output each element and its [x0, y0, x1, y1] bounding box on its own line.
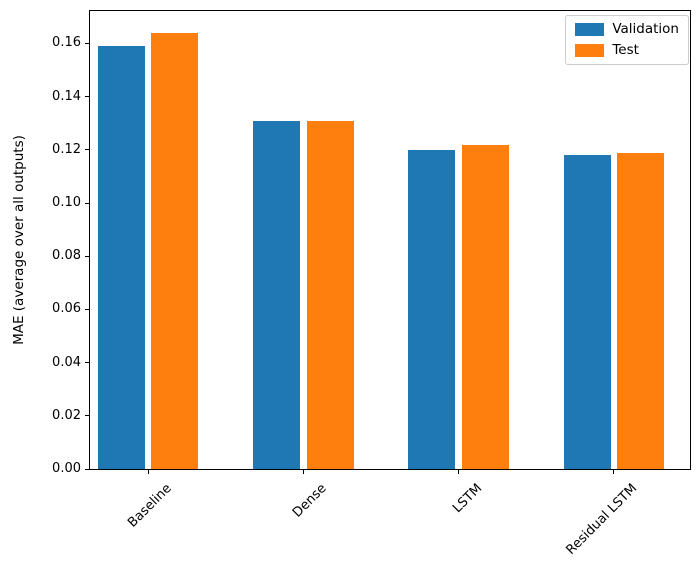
legend: Validation Test	[565, 15, 689, 65]
y-tick-mark	[85, 42, 89, 44]
bar-validation-baseline	[97, 46, 145, 469]
bar-test-baseline	[151, 32, 199, 469]
y-tick-mark	[85, 468, 89, 470]
legend-swatch-icon	[575, 23, 605, 36]
x-tick-label-dense: Dense	[290, 481, 330, 521]
bar-validation-dense	[253, 120, 301, 469]
y-tick-mark	[85, 202, 89, 204]
x-tick-mark	[458, 470, 460, 474]
legend-row-validation: Validation	[575, 22, 679, 37]
bar-validation-lstm	[408, 149, 456, 469]
legend-swatch-icon	[575, 44, 605, 57]
x-tick-mark	[613, 470, 615, 474]
y-tick-label: 0.12	[52, 141, 81, 157]
x-tick-mark	[147, 470, 149, 474]
legend-label: Test	[612, 42, 639, 58]
y-tick-label: 0.02	[52, 407, 81, 423]
y-tick-label: 0.16	[52, 35, 81, 51]
y-tick-label: 0.10	[52, 195, 81, 211]
bar-validation-residual-lstm	[563, 155, 611, 469]
legend-label: Validation	[612, 21, 679, 37]
legend-row-test: Test	[575, 43, 679, 58]
y-tick-mark	[85, 308, 89, 310]
y-tick-mark	[85, 149, 89, 151]
y-tick-label: 0.14	[52, 88, 81, 104]
y-tick-label: 0.08	[52, 248, 81, 264]
y-tick-mark	[85, 362, 89, 364]
y-tick-label: 0.06	[52, 301, 81, 317]
bar-test-dense	[306, 120, 354, 469]
x-tick-mark	[302, 470, 304, 474]
x-tick-label-residual-lstm: Residual LSTM	[563, 481, 641, 558]
y-tick-label: 0.00	[52, 461, 81, 476]
y-tick-label: 0.04	[52, 354, 81, 370]
y-tick-mark	[85, 96, 89, 98]
y-tick-mark	[85, 255, 89, 257]
x-tick-label-lstm: LSTM	[450, 481, 486, 517]
x-tick-label-baseline: Baseline	[125, 481, 175, 531]
plot-area: Validation Test	[89, 10, 691, 470]
bar-test-residual-lstm	[617, 152, 665, 469]
y-tick-mark	[85, 415, 89, 417]
bar-test-lstm	[461, 144, 509, 469]
